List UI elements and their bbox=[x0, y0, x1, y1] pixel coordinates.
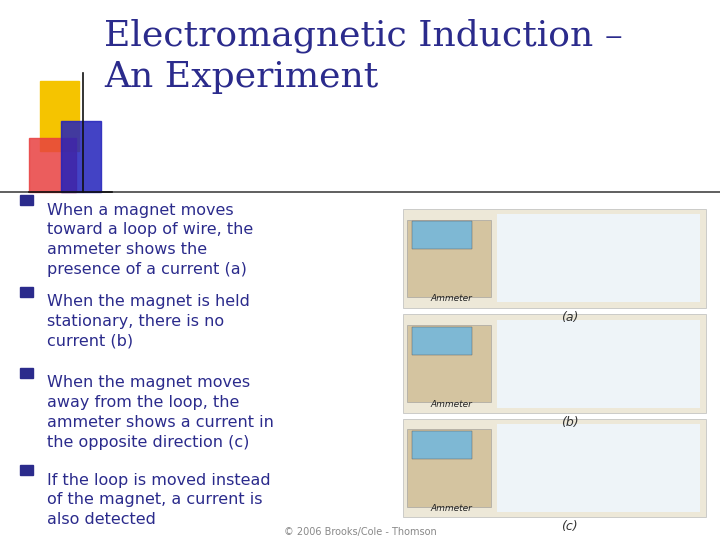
Bar bbox=[412, 431, 472, 459]
Text: (c): (c) bbox=[561, 520, 578, 533]
Bar bbox=[40, 81, 79, 151]
Text: © 2006 Brooks/Cole - Thomson: © 2006 Brooks/Cole - Thomson bbox=[284, 527, 436, 537]
Bar bbox=[407, 220, 492, 297]
Bar bbox=[412, 327, 472, 355]
Bar bbox=[20, 368, 33, 378]
Text: Electromagnetic Induction –
An Experiment: Electromagnetic Induction – An Experimen… bbox=[104, 19, 624, 94]
Bar bbox=[61, 122, 101, 192]
Bar bbox=[497, 320, 700, 408]
Bar bbox=[20, 287, 33, 297]
Text: If the loop is moved instead
of the magnet, a current is
also detected: If the loop is moved instead of the magn… bbox=[47, 472, 271, 527]
Text: Ammeter: Ammeter bbox=[431, 294, 472, 303]
Bar bbox=[407, 325, 492, 402]
Text: Ammeter: Ammeter bbox=[431, 400, 472, 409]
Bar bbox=[20, 465, 33, 475]
Text: Ammeter: Ammeter bbox=[431, 504, 472, 513]
Text: (b): (b) bbox=[561, 416, 578, 429]
Bar bbox=[29, 138, 76, 192]
Text: When a magnet moves
toward a loop of wire, the
ammeter shows the
presence of a c: When a magnet moves toward a loop of wir… bbox=[47, 202, 253, 277]
Bar bbox=[407, 429, 492, 507]
Bar bbox=[403, 209, 706, 308]
Bar bbox=[497, 424, 700, 512]
Text: When the magnet moves
away from the loop, the
ammeter shows a current in
the opp: When the magnet moves away from the loop… bbox=[47, 375, 274, 450]
Bar bbox=[403, 418, 706, 517]
Bar bbox=[403, 314, 706, 413]
Bar bbox=[20, 195, 33, 205]
Bar bbox=[497, 214, 700, 302]
Bar bbox=[412, 221, 472, 249]
Text: (a): (a) bbox=[561, 310, 578, 323]
Text: When the magnet is held
stationary, there is no
current (b): When the magnet is held stationary, ther… bbox=[47, 294, 250, 349]
